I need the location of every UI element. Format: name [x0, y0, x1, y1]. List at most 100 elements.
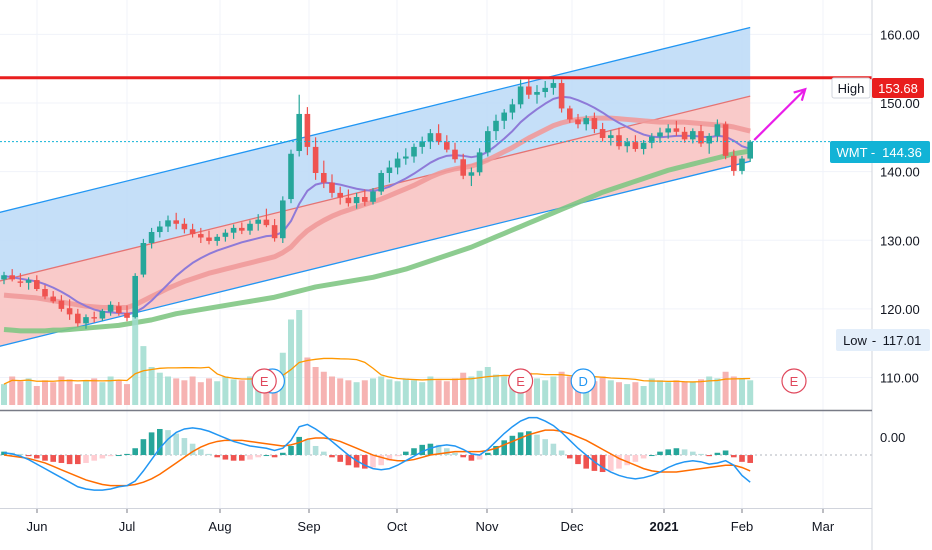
volume-bar — [632, 382, 639, 405]
volume-bar — [329, 376, 335, 405]
osc-histogram-bar — [599, 455, 606, 473]
candle-body — [173, 220, 179, 224]
volume-bar — [296, 310, 303, 405]
candle-body — [58, 300, 65, 309]
osc-histogram-bar — [132, 448, 138, 456]
candle — [345, 189, 352, 207]
candle-body — [403, 156, 409, 159]
candle — [140, 238, 147, 278]
candle-body — [698, 131, 704, 144]
candle — [501, 109, 507, 130]
candle — [657, 127, 663, 143]
time-tick-label: Nov — [475, 519, 499, 534]
osc-histogram-bar — [312, 445, 319, 456]
badge-separator: - — [871, 145, 875, 160]
volume-bar — [156, 372, 163, 405]
candle — [321, 160, 327, 189]
osc-histogram-bar — [42, 455, 48, 461]
candle — [706, 133, 712, 154]
candle-body — [731, 155, 737, 171]
volume-bar — [132, 314, 139, 405]
candle — [214, 234, 220, 246]
candle-body — [583, 118, 589, 125]
candle — [460, 153, 466, 180]
candle-body — [394, 158, 401, 168]
candle-body — [411, 146, 417, 157]
osc-histogram-bar — [714, 452, 721, 456]
volume-bar — [722, 371, 729, 405]
candle-body — [17, 281, 24, 283]
osc-histogram-bar — [509, 435, 516, 456]
candle — [288, 149, 294, 204]
candle — [9, 269, 15, 282]
volume-bar — [419, 382, 426, 405]
volume-bar — [616, 382, 622, 405]
volume-bar — [607, 380, 614, 405]
volume-bar — [673, 380, 680, 405]
candle — [173, 212, 179, 230]
osc-histogram-bar — [116, 455, 122, 457]
candle-body — [140, 243, 147, 275]
candle-body — [353, 197, 360, 204]
candle — [665, 124, 671, 139]
osc-histogram-bar — [722, 450, 729, 456]
osc-histogram-bar — [239, 455, 245, 461]
osc-histogram-bar — [526, 431, 532, 456]
osc-histogram-bar — [681, 449, 688, 456]
candle — [107, 301, 114, 316]
osc-histogram-bar — [649, 455, 655, 457]
candle — [255, 214, 261, 231]
candle — [17, 273, 24, 287]
candle-body — [50, 296, 56, 302]
candle-body — [706, 135, 712, 144]
candle — [271, 218, 278, 242]
osc-tick-label: 0.00 — [880, 430, 905, 445]
osc-histogram-bar — [75, 455, 81, 465]
volume-bar — [698, 379, 704, 405]
volume-bar — [452, 378, 458, 405]
candle-body — [214, 236, 220, 241]
osc-histogram-bar — [739, 455, 745, 462]
candle-body — [575, 119, 581, 125]
price-tick-label: 110.00 — [880, 371, 919, 386]
osc-histogram-bar — [460, 455, 466, 458]
volume-bar — [42, 380, 48, 405]
osc-histogram-bar — [673, 448, 680, 456]
candle — [198, 227, 204, 243]
candle — [534, 85, 540, 104]
osc-histogram-bar — [181, 438, 188, 456]
ema-slow-line — [3, 115, 751, 311]
osc-histogram-bar — [296, 436, 302, 456]
candle-body — [452, 149, 458, 160]
badge-separator: - — [872, 333, 876, 348]
candle-body — [419, 141, 425, 147]
osc-histogram-bar — [378, 455, 384, 466]
price-levels — [0, 76, 872, 143]
candle — [42, 284, 48, 300]
volume-bar — [402, 378, 409, 405]
osc-histogram-bar — [583, 455, 589, 469]
candle-body — [690, 131, 696, 140]
osc-histogram-bar — [25, 455, 32, 457]
volume-bar — [124, 384, 130, 405]
volume-bar — [181, 380, 188, 405]
osc-histogram-bar — [91, 455, 97, 461]
low-label: Low — [843, 333, 867, 348]
candle-body — [468, 172, 475, 176]
volume-bar — [394, 381, 401, 405]
candle-body — [165, 220, 171, 227]
candle — [526, 78, 532, 99]
volume-bar — [534, 378, 540, 405]
candle — [714, 119, 721, 143]
osc-histogram-bar — [362, 455, 368, 469]
candle-body — [501, 112, 507, 121]
candle-body — [99, 310, 106, 319]
candle — [50, 291, 56, 304]
volume-bar — [165, 376, 171, 405]
candle — [337, 186, 343, 205]
candle-body — [386, 167, 393, 173]
osc-histogram-bar — [321, 451, 327, 456]
candle — [411, 143, 417, 163]
event-letter: D — [579, 374, 588, 389]
